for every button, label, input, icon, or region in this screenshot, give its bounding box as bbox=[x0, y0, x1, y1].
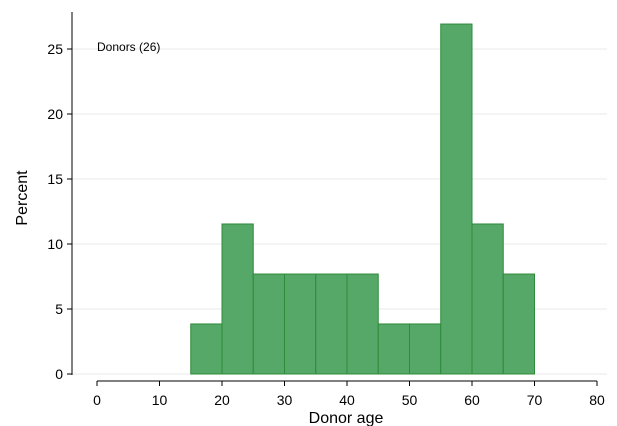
y-tick-label-0: 0 bbox=[55, 366, 63, 382]
tick-labels: 0 5 10 15 20 25 0 10 20 30 40 50 60 70 80 bbox=[47, 41, 605, 408]
y-tick-label-25: 25 bbox=[47, 41, 63, 57]
y-axis-title: Percent bbox=[14, 170, 31, 226]
y-tick-label-20: 20 bbox=[47, 106, 63, 122]
x-tick-label-30: 30 bbox=[277, 392, 293, 408]
y-tick-label-10: 10 bbox=[47, 236, 63, 252]
bar-20-25 bbox=[221, 223, 254, 375]
x-tick-label-10: 10 bbox=[152, 392, 168, 408]
x-tick-label-20: 20 bbox=[214, 392, 230, 408]
x-tick-label-70: 70 bbox=[527, 392, 543, 408]
bar-45-50 bbox=[377, 323, 410, 375]
bar-30-35 bbox=[284, 273, 317, 375]
bar-25-30 bbox=[252, 273, 285, 375]
y-tick-label-15: 15 bbox=[47, 171, 63, 187]
x-tick-label-0: 0 bbox=[93, 392, 101, 408]
x-tick-label-60: 60 bbox=[464, 392, 480, 408]
bar-40-45 bbox=[346, 273, 379, 375]
x-axis-title: Donor age bbox=[309, 410, 384, 426]
bar-65-70 bbox=[502, 273, 535, 375]
bars bbox=[190, 23, 535, 375]
x-tick-label-50: 50 bbox=[402, 392, 418, 408]
bar-15-20 bbox=[190, 323, 223, 375]
bar-50-55 bbox=[409, 323, 442, 375]
x-tick-label-80: 80 bbox=[589, 392, 605, 408]
x-tick-label-40: 40 bbox=[339, 392, 355, 408]
y-tick-label-5: 5 bbox=[55, 301, 63, 317]
bar-55-60 bbox=[440, 23, 473, 375]
bar-60-65 bbox=[471, 223, 504, 375]
annotation-label: Donors (26) bbox=[97, 40, 160, 54]
bar-35-40 bbox=[315, 273, 348, 375]
